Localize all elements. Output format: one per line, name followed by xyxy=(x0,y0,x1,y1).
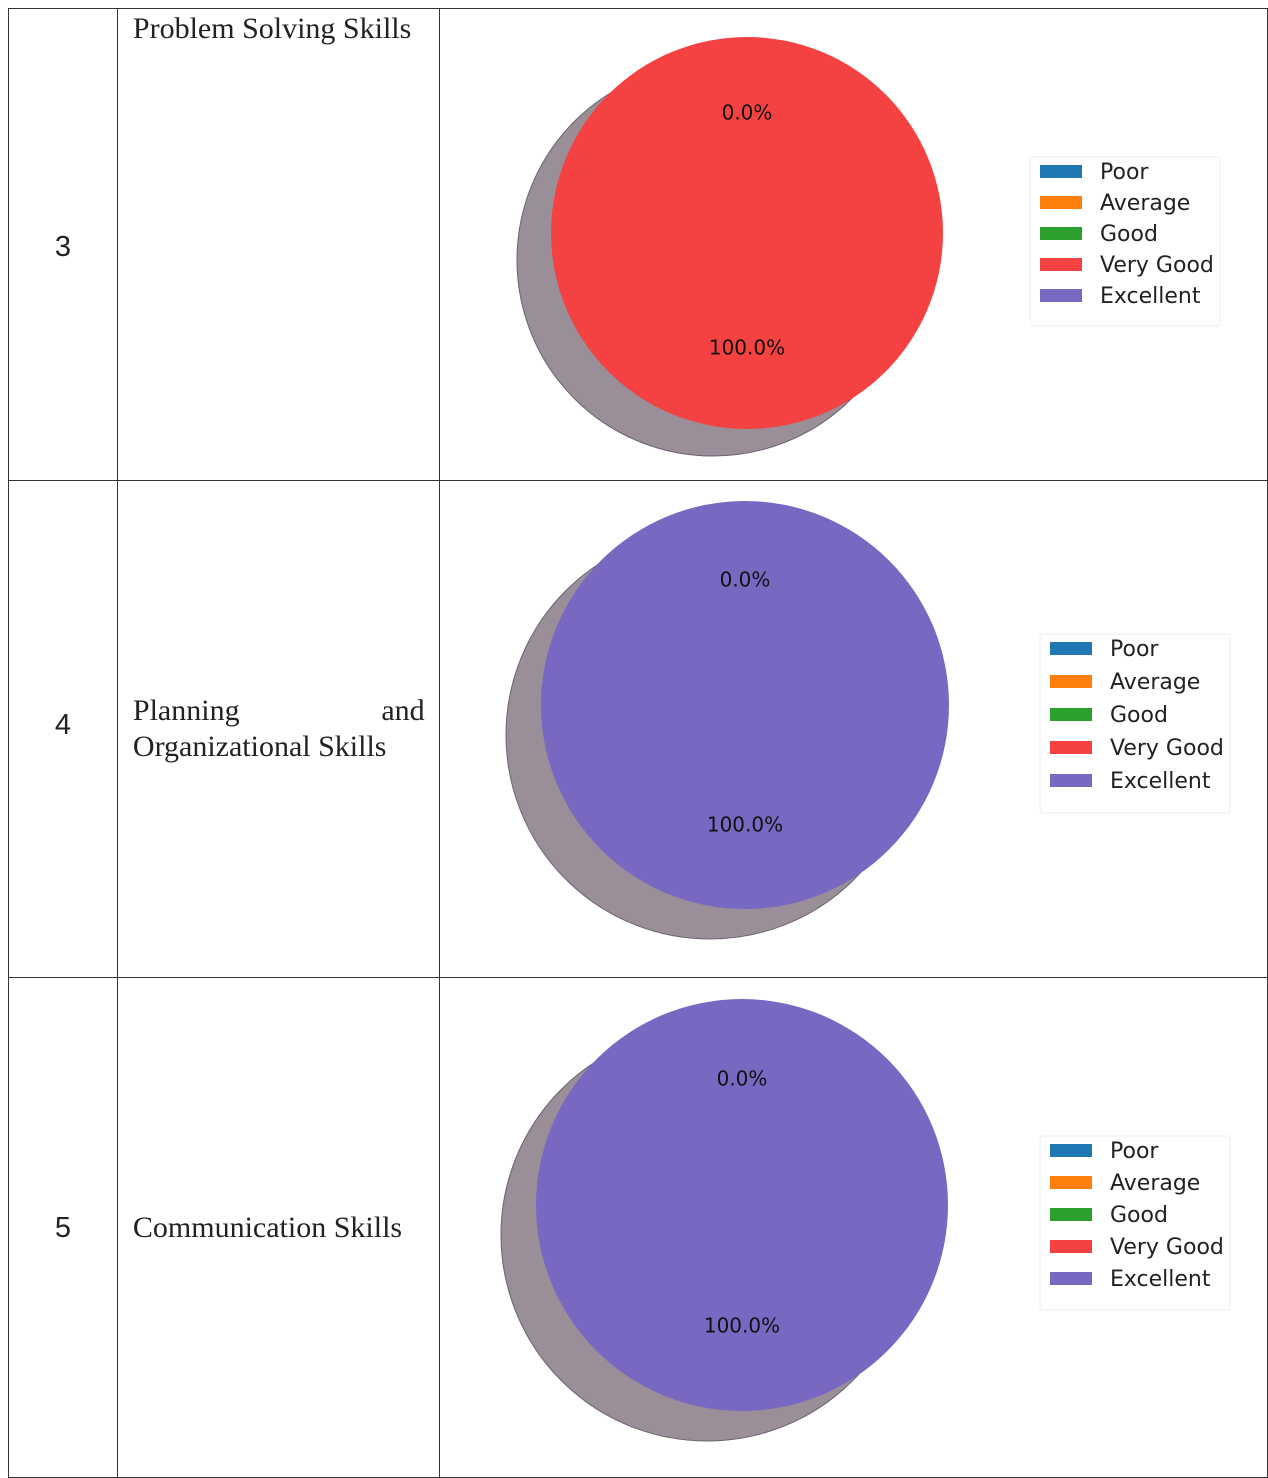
legend-swatch-very-good xyxy=(1049,741,1092,754)
table-row: 5 Communication Skills 0.0% 100.0% Poor Ave… xyxy=(8,977,1268,1478)
pie-label-full: 100.0% xyxy=(704,1314,780,1338)
pie-label-full: 100.0% xyxy=(709,336,785,360)
skill-cell: Planning and Organizational Skills xyxy=(116,480,440,978)
skill-name: Planning and Organizational Skills xyxy=(133,693,425,765)
legend-swatch-good xyxy=(1049,708,1092,721)
legend-label-good: Good xyxy=(1110,1203,1168,1228)
legend-label-poor: Poor xyxy=(1110,1139,1159,1164)
legend-label-average: Average xyxy=(1100,191,1190,216)
legend-label-good: Good xyxy=(1100,222,1158,247)
skill-name: Communication Skills xyxy=(132,1211,403,1244)
legend-swatch-poor xyxy=(1039,165,1082,178)
row-number: 5 xyxy=(54,1212,72,1244)
skills-table: 3 Problem Solving Skills 0.0% 100.0% Poor A… xyxy=(8,8,1268,1478)
legend-swatch-excellent xyxy=(1049,774,1092,787)
table-row: 3 Problem Solving Skills 0.0% 100.0% Poor A… xyxy=(8,8,1268,481)
skill-name-line2: Organizational Skills xyxy=(132,730,387,763)
legend-swatch-very-good xyxy=(1049,1240,1092,1253)
legend-label-excellent: Excellent xyxy=(1110,769,1211,794)
row-number-cell: 4 xyxy=(8,480,118,978)
legend-label-excellent: Excellent xyxy=(1110,1267,1211,1292)
chart-legend: Poor Average Good Very Good Excellent xyxy=(1039,633,1231,814)
legend-swatch-poor xyxy=(1049,642,1092,655)
chart-cell: 0.0% 100.0% Poor Average Good Very Good Excell… xyxy=(438,977,1268,1478)
legend-swatch-good xyxy=(1039,227,1082,240)
skill-name-line1-left: Planning xyxy=(132,694,240,727)
pie-chart-communication: 0.0% 100.0% Poor Average Good Very Good Excell… xyxy=(500,999,1231,1442)
pie-label-full: 100.0% xyxy=(707,812,783,836)
legend-swatch-average xyxy=(1049,1176,1092,1189)
legend-label-excellent: Excellent xyxy=(1100,284,1201,309)
legend-label-very-good: Very Good xyxy=(1110,1235,1224,1260)
legend-swatch-excellent xyxy=(1049,1272,1092,1285)
legend-swatch-average xyxy=(1039,196,1082,209)
chart-cell: 0.0% 100.0% Poor Average Good Very Good Excell… xyxy=(438,480,1268,978)
legend-label-average: Average xyxy=(1110,670,1200,695)
legend-label-very-good: Very Good xyxy=(1110,736,1224,761)
pie-label-zero: 0.0% xyxy=(719,568,770,592)
legend-label-very-good: Very Good xyxy=(1100,253,1214,278)
skill-cell: Communication Skills xyxy=(116,977,440,1478)
legend-swatch-poor xyxy=(1049,1144,1092,1157)
legend-label-good: Good xyxy=(1110,703,1168,728)
legend-swatch-very-good xyxy=(1039,258,1082,271)
skill-name-line1-right: and xyxy=(381,694,425,727)
legend-label-poor: Poor xyxy=(1110,637,1159,662)
chart-legend: Poor Average Good Very Good Excellent xyxy=(1029,156,1221,327)
skill-cell: Problem Solving Skills xyxy=(116,8,440,481)
row-number-cell: 5 xyxy=(8,977,118,1478)
row-number: 4 xyxy=(54,709,72,741)
row-number: 3 xyxy=(54,231,72,263)
skill-name: Problem Solving Skills xyxy=(132,12,412,45)
pie-slice-very-good xyxy=(550,37,943,429)
pie-label-zero: 0.0% xyxy=(721,100,772,124)
legend-label-average: Average xyxy=(1110,1171,1200,1196)
legend-label-poor: Poor xyxy=(1100,160,1149,185)
pie-slice-excellent xyxy=(535,999,948,1411)
pie-label-zero: 0.0% xyxy=(716,1067,767,1091)
legend-swatch-good xyxy=(1049,1208,1092,1221)
chart-cell: 0.0% 100.0% Poor Average Good Very Good Excell… xyxy=(438,8,1268,481)
pie-slice-excellent xyxy=(540,501,949,909)
pie-chart-planning: 0.0% 100.0% Poor Average Good Very Good Excell… xyxy=(505,501,1231,940)
chart-legend: Poor Average Good Very Good Excellent xyxy=(1039,1135,1231,1311)
table-row: 4 Planning and Organizational Skills 0.0… xyxy=(8,480,1268,978)
legend-swatch-average xyxy=(1049,675,1092,688)
pie-chart-problem-solving: 0.0% 100.0% Poor Average Good Very Good Excell… xyxy=(516,37,1221,457)
row-number-cell: 3 xyxy=(8,8,118,481)
legend-swatch-excellent xyxy=(1039,289,1082,302)
